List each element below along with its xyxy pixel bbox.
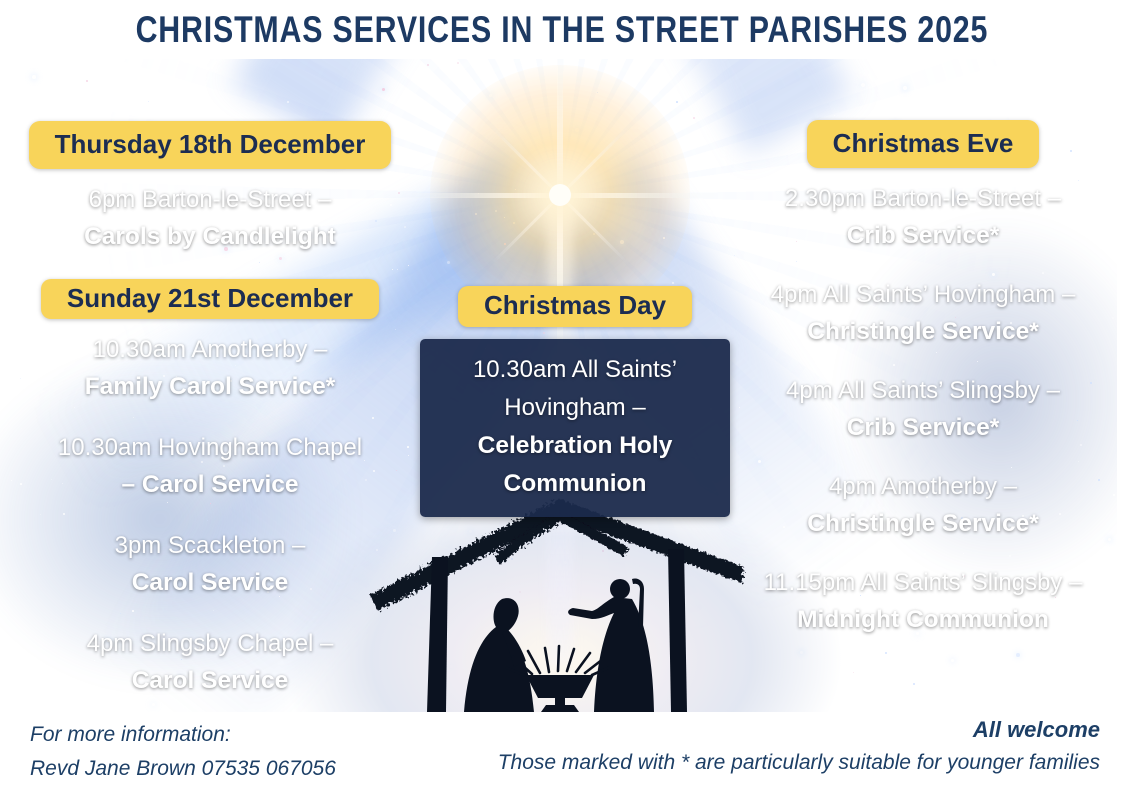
service-item: 2.30pm Barton-le-Street – Crib Service* (784, 184, 1062, 249)
service-item: 4pm Slingsby Chapel – Carol Service (86, 630, 334, 695)
date-badge-christmas-eve: Christmas Eve (806, 120, 1040, 168)
service-item: 10.30am Hovingham Chapel – Carol Service (57, 434, 363, 499)
poster-header: Christmas Services in the Street Parishe… (0, 0, 1124, 59)
badge-row: Sunday 21st December (25, 278, 395, 320)
date-badge-thursday-18th: Thursday 18th December (28, 121, 392, 169)
service-item: 4pm All Saints’ Hovingham – Christingle … (770, 280, 1076, 345)
badge-row: Thursday 18th December (25, 121, 395, 169)
date-badge-sunday-21st: Sunday 21st December (40, 278, 380, 320)
column-right: Christmas Eve 2.30pm Barton-le-Street – … (740, 120, 1106, 660)
contact-label: For more information: (30, 723, 231, 746)
badge-row: Christmas Eve (740, 120, 1106, 168)
all-welcome-text: All welcome (972, 717, 1100, 742)
service-item: 3pm Scackleton – Carol Service (114, 532, 306, 597)
service-item: 6pm Barton-le-Street – Carols by Candlel… (84, 185, 336, 250)
asterisk-note: Those marked with * are particularly sui… (497, 751, 1100, 774)
service-item: 10.30am All Saints’ Hovingham – Celebrat… (472, 355, 678, 497)
service-item: 4pm All Saints’ Slingsby – Crib Service* (786, 376, 1060, 441)
contact-details: Revd Jane Brown 07535 067056 (30, 757, 336, 780)
christmas-day-panel: 10.30am All Saints’ Hovingham – Celebrat… (420, 338, 730, 517)
column-left: Thursday 18th December 6pm Barton-le-Str… (25, 121, 395, 723)
page-title: Christmas Services in the Street Parishe… (135, 8, 989, 50)
date-badge-christmas-day: Christmas Day (457, 286, 693, 327)
nativity-silhouette-icon (370, 499, 744, 712)
service-item: 10.30am Amotherby – Family Carol Service… (84, 336, 336, 401)
service-item: 4pm Amotherby – Christingle Service* (807, 472, 1039, 537)
badge-row: Christmas Day (420, 286, 730, 327)
footer-notes: All welcome Those marked with * are part… (498, 714, 1100, 780)
service-item: 11.15pm All Saints’ Slingsby – Midnight … (763, 568, 1083, 633)
contact-info: For more information: Revd Jane Brown 07… (30, 718, 336, 786)
column-middle: Christmas Day 10.30am All Saints’ Hoving… (420, 286, 730, 517)
poster-footer: For more information: Revd Jane Brown 07… (0, 712, 1124, 791)
